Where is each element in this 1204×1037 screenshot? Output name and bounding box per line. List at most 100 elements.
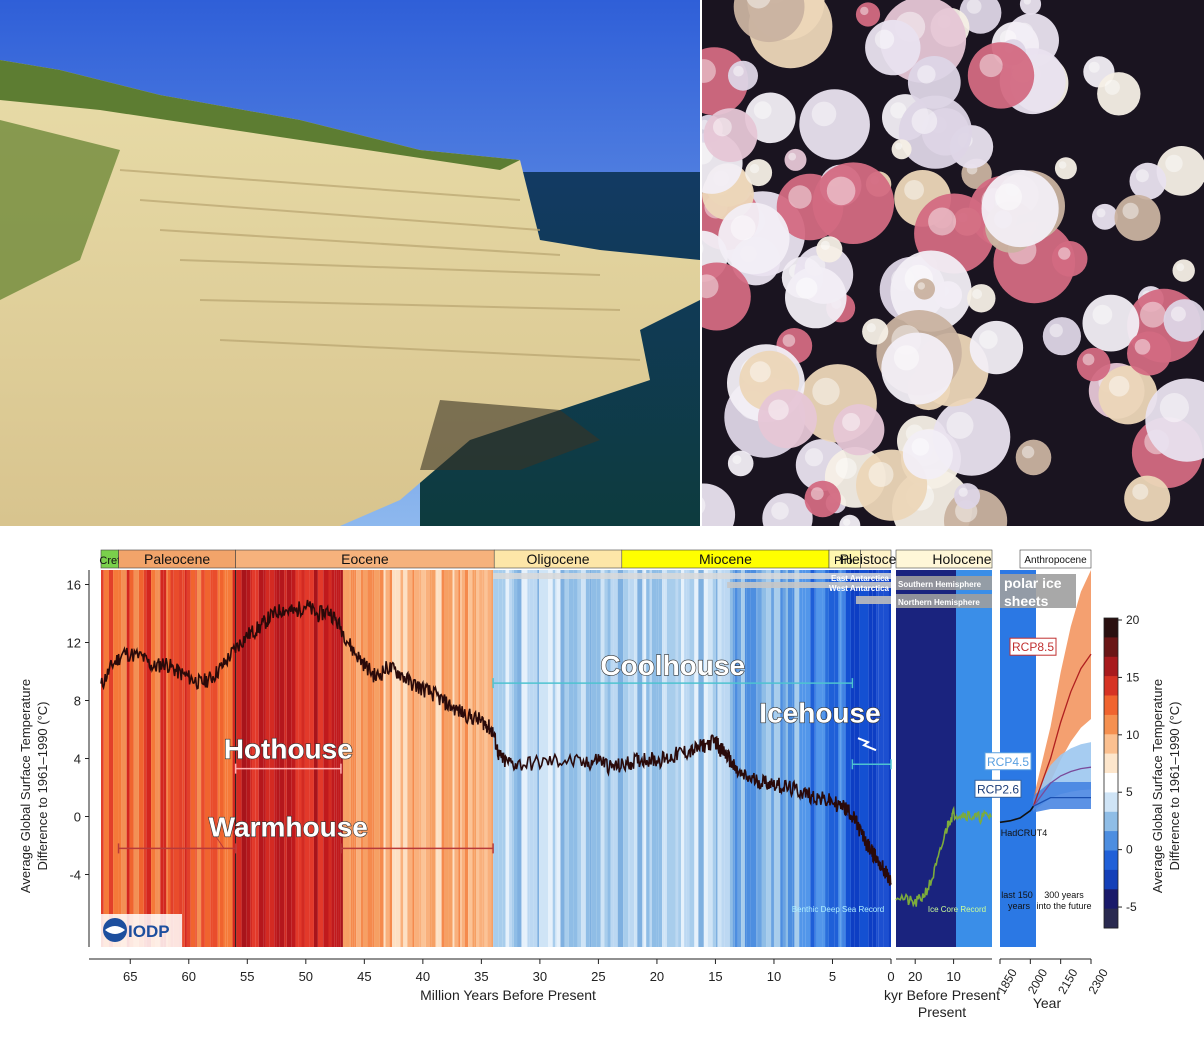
shell-highlight [843, 518, 850, 525]
x-tick-label-year: 2000 [1025, 966, 1051, 996]
shell [1173, 259, 1195, 281]
shell-highlight [995, 183, 1022, 210]
stripe [840, 570, 842, 947]
stripe [144, 570, 146, 947]
stripe [526, 570, 528, 947]
colorbar-swatch [1104, 715, 1118, 735]
stripe [476, 570, 479, 947]
rcp85-label: RCP8.5 [1012, 640, 1054, 654]
colorbar-swatch [1104, 851, 1118, 871]
colorbar-swatch [1104, 637, 1118, 657]
stripe [806, 570, 811, 947]
stripe [104, 570, 109, 947]
shell-highlight [733, 66, 744, 77]
stripe [694, 570, 698, 947]
stripe [171, 570, 174, 947]
stripe [183, 570, 185, 947]
stripe [842, 570, 843, 947]
shell-highlight [842, 413, 860, 431]
stripe [101, 570, 104, 947]
shell-highlight [1050, 324, 1063, 337]
stripe [442, 570, 445, 947]
stripe [708, 570, 713, 947]
stripe [797, 570, 799, 947]
stripe [118, 570, 121, 947]
rcp45-label: RCP4.5 [987, 755, 1029, 769]
stripe [419, 570, 421, 947]
shell-highlight [1160, 393, 1189, 422]
shell-highlight [836, 458, 857, 479]
colorbar-tick-label: 0 [1126, 843, 1133, 857]
shell-highlight [904, 180, 924, 200]
shell [799, 89, 870, 160]
stripe [361, 570, 364, 947]
shell [982, 170, 1059, 247]
stripe [134, 570, 139, 947]
shell [718, 203, 789, 274]
stripe [815, 570, 817, 947]
stripe [689, 570, 694, 947]
stripe [735, 570, 738, 947]
x-tick-label: 55 [240, 969, 254, 984]
shell-highlight [875, 30, 894, 49]
stripe [462, 570, 465, 947]
stripe [869, 570, 873, 947]
shell-highlight [812, 378, 839, 405]
x-tick-label: 40 [416, 969, 430, 984]
shell [914, 278, 935, 299]
colorbar-swatch [1104, 812, 1118, 832]
stripe [372, 570, 374, 947]
epoch-label-oligocene: Oligocene [526, 551, 589, 567]
colorbar-tick-label: 10 [1126, 728, 1140, 742]
shell [892, 139, 912, 159]
shell [704, 108, 758, 162]
colorbar-tick-label: 20 [1126, 613, 1140, 627]
stripe [218, 570, 220, 947]
x-tick-label: 15 [708, 969, 722, 984]
shell-highlight [827, 177, 856, 206]
stripe [514, 570, 517, 947]
stripe [421, 570, 425, 947]
stripe [174, 570, 179, 947]
x-tick-label-kyr: 20 [908, 969, 922, 984]
x-tick-label: 5 [829, 969, 836, 984]
stripe [681, 570, 684, 947]
stripe [829, 570, 834, 947]
shell-highlight [788, 185, 811, 208]
shell [865, 20, 920, 75]
polar-ice-label: polar ice [1004, 575, 1062, 591]
stripe [468, 570, 472, 947]
shell [1055, 157, 1077, 179]
x-tick-label: 50 [299, 969, 313, 984]
shell [903, 429, 953, 479]
shell-highlight [928, 208, 956, 236]
shell [728, 451, 754, 477]
stripe [458, 570, 460, 947]
colorbar-tick-label: -5 [1126, 900, 1137, 914]
stripe [195, 570, 197, 947]
x-tick-label-year: 2300 [1085, 966, 1111, 996]
shell-highlight [917, 65, 935, 83]
stripe [210, 570, 212, 947]
stripe [716, 570, 718, 947]
stripe [465, 570, 468, 947]
stripe [802, 570, 805, 947]
shell [1097, 72, 1140, 115]
stripe [127, 570, 130, 947]
x-tick-label: 30 [533, 969, 547, 984]
shell-highlight [821, 241, 830, 250]
stripe [430, 570, 432, 947]
shell-highlight [1140, 302, 1166, 328]
stripe [751, 570, 756, 947]
stripe [774, 570, 776, 947]
stripe [485, 570, 488, 947]
colorbar-swatch [1104, 909, 1118, 929]
stripe [146, 570, 151, 947]
stripe [158, 570, 160, 947]
rcp26-label: RCP2.6 [977, 782, 1019, 796]
stripe [611, 570, 614, 947]
stripe [403, 570, 407, 947]
shell-highlight [1022, 446, 1034, 458]
stripe [164, 570, 167, 947]
